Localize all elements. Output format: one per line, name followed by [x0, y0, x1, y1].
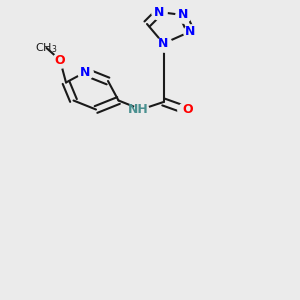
- Text: N: N: [154, 5, 164, 19]
- Text: NH: NH: [128, 103, 148, 116]
- Text: N: N: [158, 37, 169, 50]
- Text: $\mathregular{CH_3}$: $\mathregular{CH_3}$: [35, 41, 58, 55]
- Text: N: N: [178, 8, 188, 22]
- Text: N: N: [185, 25, 196, 38]
- Text: O: O: [182, 103, 193, 116]
- Text: N: N: [80, 65, 91, 79]
- Text: O: O: [55, 53, 65, 67]
